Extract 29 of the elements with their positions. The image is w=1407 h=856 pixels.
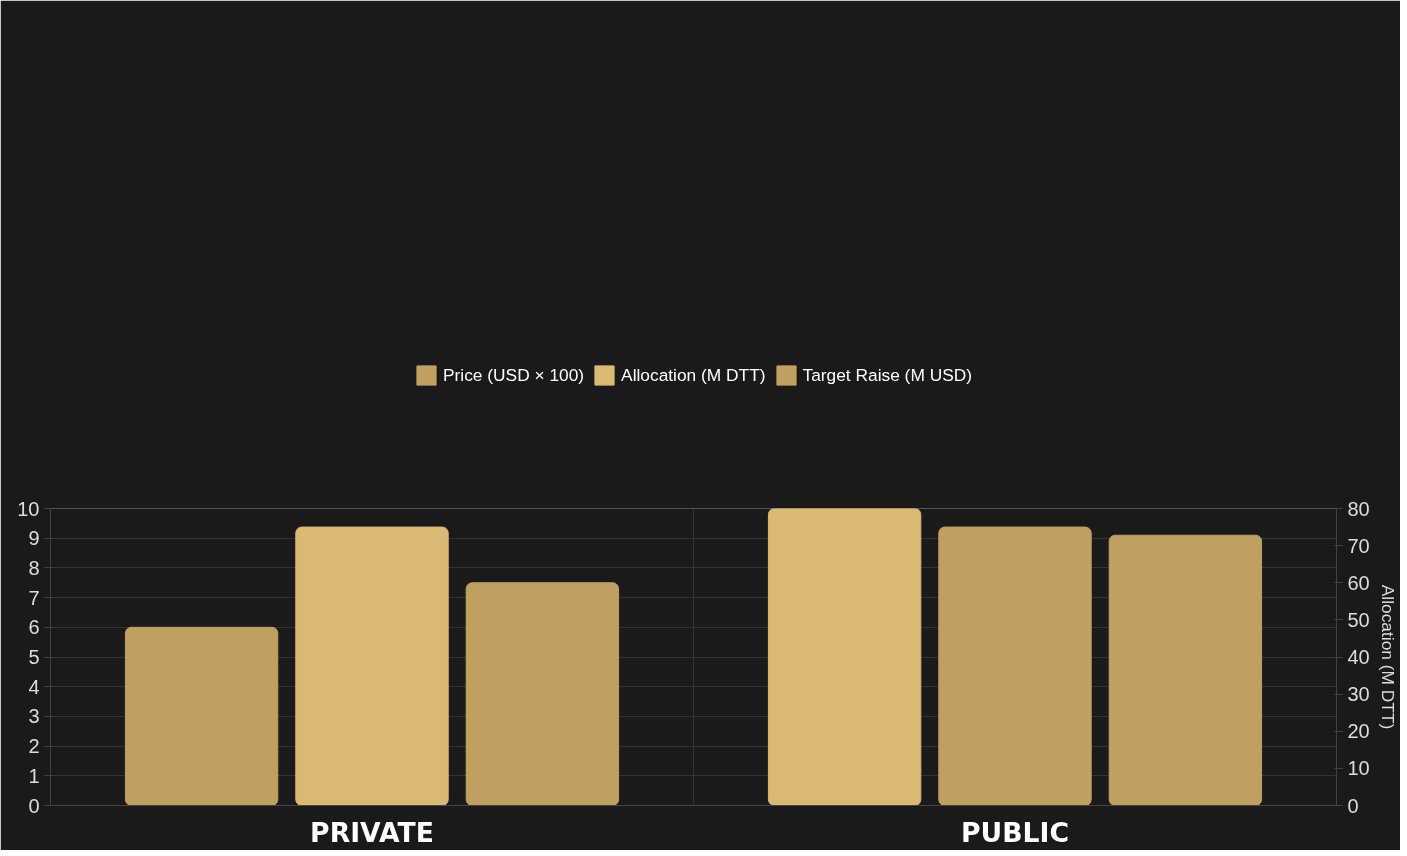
y-tick-label: 9 — [28, 527, 40, 550]
y-tick-label: 7 — [28, 586, 40, 609]
y2-tick-label: 40 — [1347, 646, 1370, 668]
x-tick-label: PRIVATE — [310, 816, 434, 848]
y2-axis-title: Allocation (M DTT) — [1377, 584, 1398, 730]
bar — [465, 582, 620, 806]
bar — [767, 508, 922, 806]
y-tick-label: 3 — [28, 705, 40, 728]
y2-tick-label: 50 — [1347, 608, 1370, 631]
x-tick-label: PUBLIC — [961, 816, 1069, 848]
y-tick-label: 1 — [28, 764, 40, 787]
y2-tick-label: 20 — [1347, 720, 1370, 743]
y-tick-label: 8 — [28, 556, 40, 579]
legend-label: Target Raise (M USD) — [802, 364, 972, 386]
y-tick-label: 4 — [28, 675, 40, 698]
y-tick-label: 2 — [28, 735, 40, 758]
y-tick-label: 10 — [17, 497, 40, 520]
legend-label: Price (USD × 100) — [443, 364, 585, 386]
y-tick-label: 6 — [28, 616, 40, 639]
y2-tick-label: 10 — [1347, 757, 1370, 780]
y2-tick-label: 70 — [1347, 534, 1370, 557]
y2-tick-label: 60 — [1347, 571, 1370, 594]
y2-tick-label: 30 — [1347, 683, 1370, 706]
y-tick-label: 5 — [28, 646, 40, 668]
bar — [1108, 534, 1263, 806]
y2-tick-label: 80 — [1347, 497, 1370, 520]
legend-label: Allocation (M DTT) — [621, 364, 766, 386]
y-tick-label: 0 — [28, 794, 40, 817]
y2-tick-label: 0 — [1347, 794, 1359, 817]
